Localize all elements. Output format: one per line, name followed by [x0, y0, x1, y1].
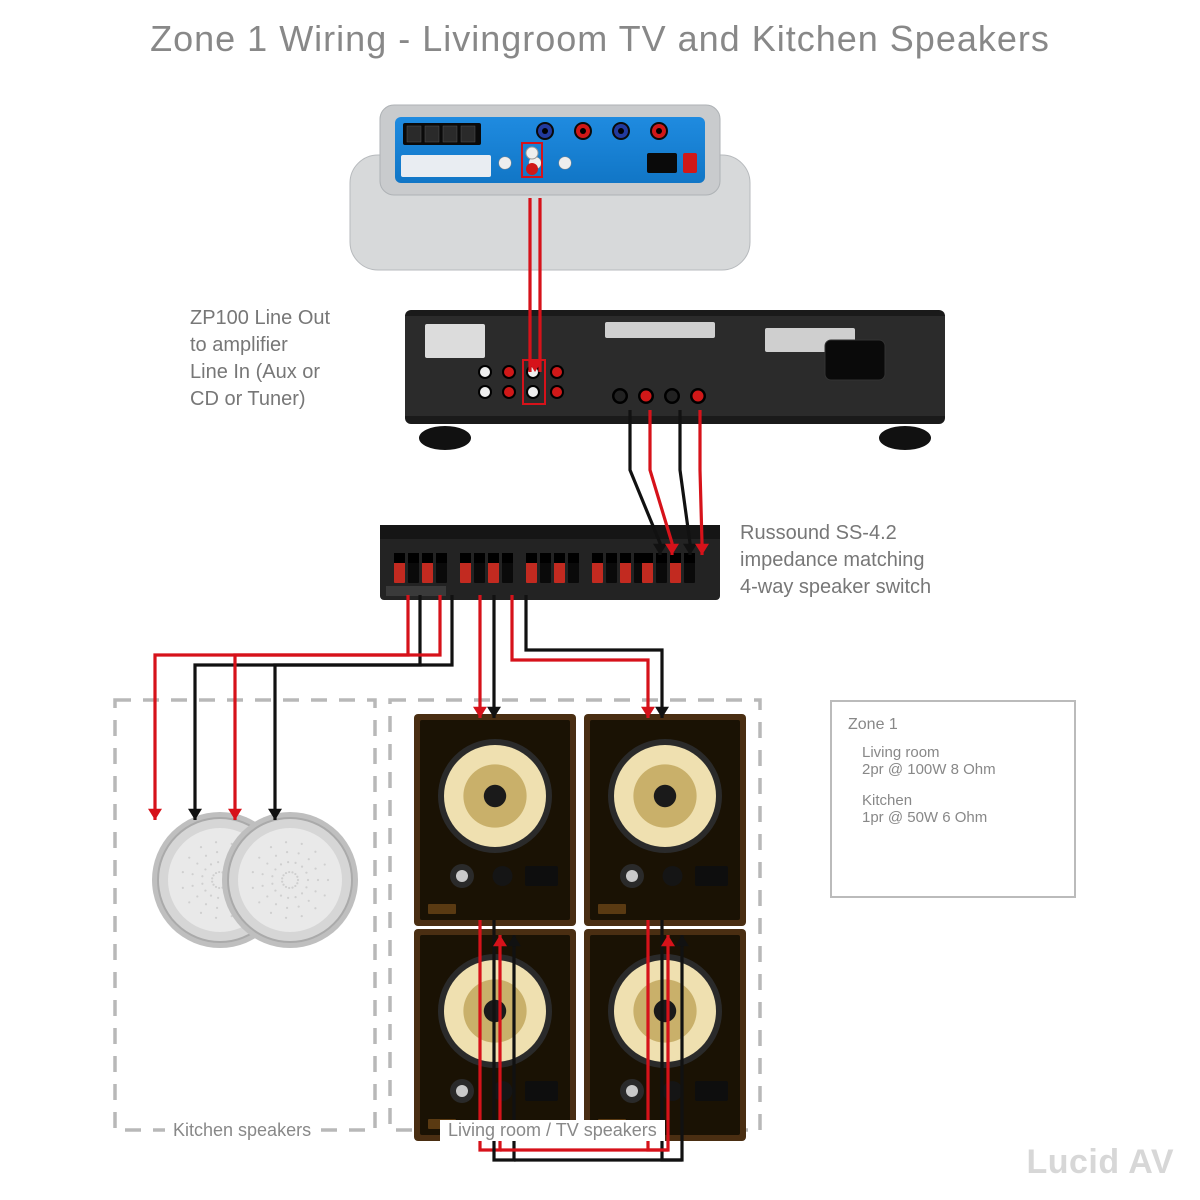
caption-living: Living room / TV speakers: [440, 1120, 665, 1141]
caption-kitchen: Kitchen speakers: [165, 1120, 319, 1141]
wiring-svg: [0, 0, 1200, 1200]
diagram-stage: Zone 1 Wiring - Livingroom TV and Kitche…: [0, 0, 1200, 1200]
